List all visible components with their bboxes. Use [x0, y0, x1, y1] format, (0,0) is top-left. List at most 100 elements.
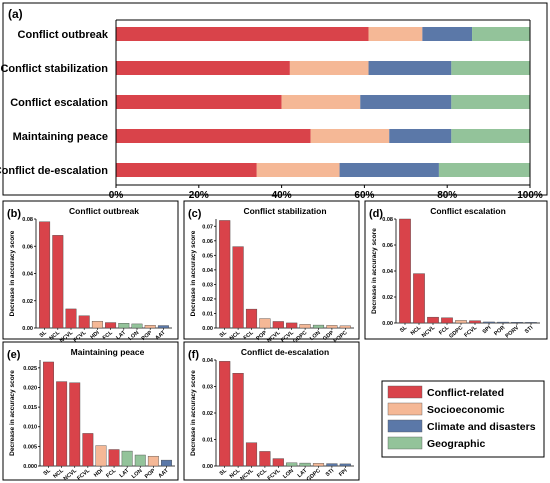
y-tick-label: 0.08 — [382, 217, 393, 223]
bar — [312, 463, 325, 467]
x-tick-label: AAT — [154, 330, 167, 342]
y-tick-label: 0.01 — [202, 311, 213, 317]
x-tick-label: FCL — [243, 330, 256, 342]
panel-d-frame — [364, 200, 548, 340]
bar — [272, 321, 284, 329]
x-tick-label: LAT — [297, 468, 309, 480]
bar — [232, 373, 244, 467]
x-tick-label: POP — [144, 468, 157, 480]
bar — [339, 463, 351, 467]
bar — [91, 320, 103, 329]
bar — [144, 325, 156, 329]
x-tick-label: SL — [399, 325, 409, 335]
panel-a-label: (a) — [8, 7, 23, 21]
bar — [118, 323, 130, 329]
y-tick-label: 0.015 — [23, 405, 37, 411]
panel-a-frame — [2, 2, 548, 196]
legend: Conflict-related Socioeconomic Climate and… — [381, 380, 545, 458]
stacked-bar-segment — [422, 27, 473, 41]
x-tick-label: STI — [524, 325, 535, 335]
bar — [147, 455, 159, 467]
chart-title: Conflict de-escalation — [241, 347, 329, 357]
stacked-bar-segment — [472, 27, 530, 41]
bar — [413, 273, 425, 324]
bar — [219, 361, 231, 467]
stacked-bar-segment — [451, 129, 530, 143]
x-tick-label: GDPC — [306, 468, 322, 483]
panel-e: (e) Maintaining peace 0.000 0.005 0.010 0.015… — [2, 341, 179, 482]
panel-e-frame — [2, 341, 179, 481]
stacked-bar-segment — [438, 163, 530, 177]
bar — [82, 433, 94, 467]
x-tick-label: POP — [141, 330, 154, 342]
x-tick-label: LON — [131, 468, 144, 480]
y-axis-label: Decrease in accuracy score — [9, 370, 16, 456]
bar — [245, 308, 258, 329]
bar — [232, 246, 244, 329]
x-tick-label: GDPC — [292, 330, 308, 345]
stacked-bar-segment — [116, 27, 369, 41]
x-tick-label: 40% — [272, 190, 292, 201]
category-label: Maintaining peace — [13, 131, 108, 143]
x-tick-label: FCVL — [463, 325, 478, 339]
bar — [259, 318, 271, 329]
stacked-bar-segment — [116, 61, 290, 75]
stacked-bar-segment — [360, 95, 452, 109]
stacked-bar-segment — [289, 61, 369, 75]
y-tick-label: 0.00 — [202, 464, 213, 470]
x-tick-label: LAT — [115, 330, 127, 342]
y-tick-label: 0.00 — [382, 321, 393, 327]
y-axis-label: Decrease in accuracy score — [190, 230, 197, 316]
x-tick-label: FCL — [438, 325, 451, 337]
bar — [441, 317, 453, 324]
chart-title: Conflict stabilization — [243, 206, 326, 216]
legend-swatch — [387, 419, 423, 433]
y-axis-label: Decrease in accuracy score — [371, 228, 378, 314]
x-tick-label: 80% — [437, 190, 457, 201]
x-tick-label: FCL — [102, 330, 115, 342]
bar — [511, 322, 523, 324]
stacked-bar-segment — [368, 61, 452, 75]
y-tick-label: 0.05 — [202, 253, 213, 259]
bar — [157, 325, 169, 329]
x-tick-label: 20% — [189, 190, 209, 201]
panel-f-frame — [183, 341, 360, 481]
bar — [299, 324, 311, 329]
stacked-bar-segment — [256, 163, 340, 177]
bar — [525, 322, 537, 324]
bar — [65, 308, 77, 329]
x-tick-label: 60% — [354, 190, 374, 201]
stacked-bar-segment — [116, 163, 257, 177]
stacked-bar-segment — [116, 129, 311, 143]
category-label: Conflict de-escalation — [0, 165, 108, 177]
x-tick-label: SL — [219, 330, 229, 340]
bar — [131, 323, 143, 329]
stacked-bar-segment — [116, 95, 282, 109]
bar — [108, 449, 120, 467]
y-tick-label: 0.010 — [23, 425, 37, 431]
y-axis-label: Decrease in accuracy score — [9, 230, 16, 316]
stacked-bar-segment — [281, 95, 361, 109]
y-tick-label: 0.020 — [23, 385, 37, 391]
category-label: Conflict outbreak — [18, 29, 109, 41]
bar — [497, 321, 509, 324]
bar — [43, 361, 54, 467]
x-tick-label: 0% — [109, 190, 124, 201]
legend-label: Geographic — [427, 438, 486, 450]
y-tick-label: 0.005 — [23, 444, 37, 450]
y-tick-label: 0.03 — [202, 385, 213, 391]
legend-swatch — [387, 402, 423, 416]
bar — [469, 320, 481, 324]
bar — [286, 322, 298, 329]
y-tick-label: 0.02 — [202, 411, 213, 417]
legend-swatch — [387, 385, 423, 399]
x-tick-label: SPI — [482, 325, 493, 336]
y-tick-label: 0.06 — [22, 244, 33, 250]
panel-e-label: (e) — [7, 349, 21, 361]
bar — [272, 458, 284, 467]
y-tick-label: 0.02 — [22, 299, 33, 305]
panel-b: (b) Conflict outbreak 0.00 0.02 0.04 0.06 0.08… — [2, 200, 179, 344]
y-tick-label: 0.02 — [202, 297, 213, 303]
legend-label: Socioeconomic — [427, 404, 505, 416]
x-tick-label: 100% — [517, 190, 543, 201]
